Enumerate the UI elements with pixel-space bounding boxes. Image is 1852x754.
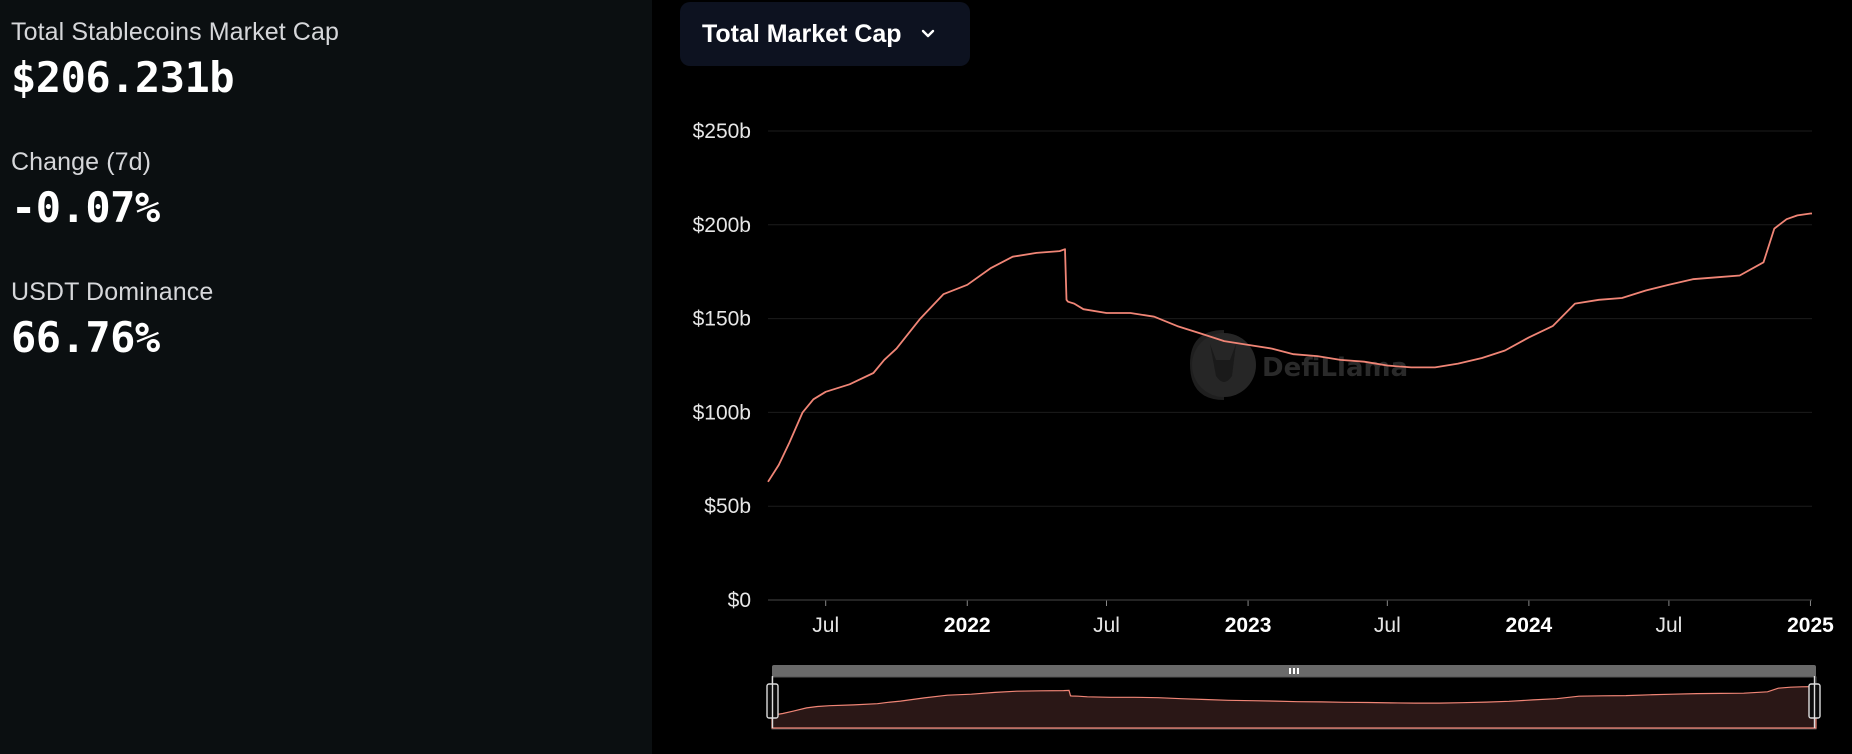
series-line-total-market-cap — [767, 212, 1812, 483]
x-tick-label: 2025 — [1787, 614, 1834, 637]
dropdown-label: Total Market Cap — [702, 19, 902, 48]
x-tick-label: Jul — [1374, 614, 1401, 637]
grid-lines — [768, 130, 1812, 507]
chart-type-dropdown[interactable]: Total Market Cap — [680, 2, 970, 66]
y-tick-label: $200b — [693, 214, 751, 237]
range-brush[interactable] — [766, 665, 1821, 730]
x-tick-label: 2023 — [1225, 614, 1272, 637]
brush-grip-icon[interactable] — [1289, 668, 1299, 674]
stat-change-7d: Change (7d) -0.07% — [11, 148, 160, 232]
watermark-text: DefiLlama — [1262, 353, 1408, 383]
y-tick-label: $0 — [728, 589, 751, 612]
defillama-watermark: DefiLlama — [1190, 330, 1408, 400]
brush-handle-right[interactable] — [1808, 676, 1821, 728]
y-tick-label: $50b — [704, 495, 751, 518]
x-tick-label: 2024 — [1506, 614, 1553, 637]
llama-logo-icon — [1190, 330, 1256, 400]
stat-label: USDT Dominance — [11, 278, 214, 306]
chevron-down-icon — [921, 29, 934, 38]
stat-label: Total Stablecoins Market Cap — [11, 18, 339, 46]
x-tick-label: Jul — [812, 614, 839, 637]
y-axis: $0 $50b $100b $150b $200b $250b — [693, 120, 751, 612]
stats-panel: Total Stablecoins Market Cap $206.231b C… — [0, 0, 652, 754]
y-tick-label: $100b — [693, 401, 751, 424]
stat-value: -0.07% — [11, 183, 160, 232]
x-tick-label: Jul — [1655, 614, 1682, 637]
stat-value: $206.231b — [11, 53, 235, 102]
x-tick-label: Jul — [1093, 614, 1120, 637]
stat-value: 66.76% — [11, 313, 160, 362]
y-tick-label: $150b — [693, 308, 751, 331]
y-tick-label: $250b — [693, 120, 751, 143]
stat-total-market-cap: Total Stablecoins Market Cap $206.231b — [11, 18, 339, 102]
x-tick-label: 2022 — [944, 614, 991, 637]
stat-usdt-dominance: USDT Dominance 66.76% — [11, 278, 213, 362]
brush-area — [771, 686, 1817, 729]
x-axis: Jul 2022 Jul 2023 Jul 2024 Jul 2025 — [812, 600, 1834, 637]
brush-handle-left[interactable] — [766, 676, 779, 728]
stat-label: Change (7d) — [11, 148, 152, 176]
